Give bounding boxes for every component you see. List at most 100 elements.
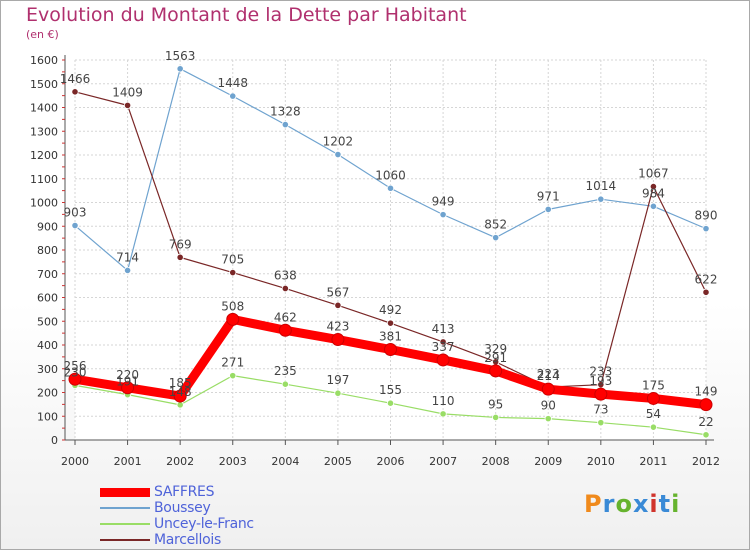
- data-point: [702, 225, 710, 233]
- x-tick-label: 2000: [61, 455, 89, 468]
- legend-swatch: [100, 539, 150, 541]
- data-label: 949: [432, 195, 455, 209]
- x-tick-label: 2005: [324, 455, 352, 468]
- x-tick-label: 2002: [166, 455, 194, 468]
- data-point: [649, 182, 658, 191]
- data-point: [176, 253, 184, 261]
- data-label: 492: [379, 303, 402, 317]
- data-label: 567: [326, 285, 349, 299]
- data-label: 903: [64, 206, 87, 220]
- logo-letter: P: [584, 490, 603, 518]
- data-point: [489, 364, 503, 378]
- y-tick-label: 1400: [30, 102, 58, 115]
- data-label: 1563: [165, 49, 196, 63]
- logo-letter: r: [602, 490, 616, 518]
- x-tick-label: 2008: [482, 455, 510, 468]
- y-tick-label: 0: [51, 434, 58, 447]
- data-point: [649, 202, 658, 210]
- y-tick-label: 1200: [30, 149, 58, 162]
- data-label: 256: [64, 359, 87, 373]
- logo-letter: t: [658, 490, 672, 518]
- data-label: 462: [274, 310, 297, 324]
- y-tick-label: 1000: [30, 197, 58, 210]
- data-point: [71, 88, 79, 96]
- data-label: 90: [541, 399, 556, 413]
- y-tick-label: 700: [37, 268, 58, 281]
- chart-title: Evolution du Montant de la Dette par Hab…: [26, 4, 467, 26]
- y-tick-label: 1600: [30, 54, 58, 67]
- data-point: [544, 415, 552, 423]
- data-label: 714: [116, 250, 139, 264]
- data-point: [597, 195, 605, 203]
- data-point: [334, 301, 342, 309]
- data-label: 508: [221, 299, 244, 313]
- data-point: [702, 288, 710, 296]
- data-label: 1060: [375, 168, 406, 182]
- data-label: 110: [432, 394, 455, 408]
- legend-label: Marcellois: [154, 532, 221, 548]
- data-point: [281, 284, 289, 293]
- x-tick-label: 2007: [429, 455, 457, 468]
- data-point: [331, 333, 345, 347]
- data-label: 54: [646, 407, 661, 421]
- data-point: [544, 205, 552, 213]
- y-tick-label: 1300: [30, 125, 58, 138]
- data-point: [334, 389, 342, 397]
- data-point: [492, 234, 500, 242]
- legend-item: Marcellois: [100, 532, 254, 548]
- data-point: [334, 150, 342, 159]
- chart-subtitle: (en €): [26, 28, 59, 41]
- legend-swatch: [100, 487, 150, 497]
- data-label: 73: [593, 403, 608, 417]
- data-point: [229, 268, 237, 277]
- data-point: [439, 410, 447, 418]
- y-tick-label: 200: [37, 387, 58, 400]
- data-label: 329: [484, 342, 507, 356]
- data-label: 1067: [638, 167, 669, 181]
- x-tick-label: 2010: [587, 455, 615, 468]
- data-label: 223: [537, 367, 560, 381]
- y-tick-label: 300: [37, 363, 58, 376]
- logo-letter: i: [649, 490, 659, 518]
- data-point: [384, 343, 397, 357]
- data-label: 1448: [217, 76, 248, 90]
- y-tick-label: 900: [37, 220, 58, 233]
- data-point: [281, 380, 289, 388]
- data-point: [281, 121, 289, 129]
- logo-letter: i: [671, 490, 681, 518]
- y-tick-label: 1500: [30, 78, 58, 91]
- data-point: [71, 221, 79, 230]
- data-point: [492, 413, 500, 422]
- data-label: 197: [326, 373, 349, 387]
- logo-letter: o: [615, 490, 633, 518]
- data-label: 175: [642, 378, 665, 392]
- data-label: 638: [274, 268, 297, 282]
- data-label: 971: [537, 189, 560, 203]
- chart-legend: SAFFRES Boussey Uncey-le-Franc Marcellois: [100, 484, 254, 548]
- data-label: 705: [221, 253, 244, 267]
- data-label: 22: [698, 415, 713, 429]
- x-tick-label: 2004: [271, 455, 299, 468]
- data-label: 214: [537, 369, 560, 383]
- data-point: [123, 266, 132, 275]
- x-tick-label: 2003: [219, 455, 247, 468]
- data-point: [699, 398, 713, 412]
- data-label: 1328: [270, 105, 301, 119]
- data-label: 1409: [112, 85, 143, 99]
- data-label: 149: [695, 385, 718, 399]
- legend-swatch: [100, 507, 150, 509]
- y-tick-label: 100: [37, 410, 58, 423]
- data-point: [439, 211, 447, 219]
- data-label: 148: [169, 385, 192, 399]
- legend-label: Boussey: [154, 500, 211, 516]
- x-tick-label: 2006: [377, 455, 405, 468]
- legend-swatch: [100, 523, 150, 525]
- data-label: 220: [116, 368, 139, 382]
- y-tick-label: 1100: [30, 173, 58, 186]
- data-point: [541, 382, 555, 396]
- data-label: 185: [169, 376, 192, 390]
- data-label: 984: [642, 186, 665, 200]
- data-point: [229, 92, 237, 100]
- data-point: [702, 431, 710, 439]
